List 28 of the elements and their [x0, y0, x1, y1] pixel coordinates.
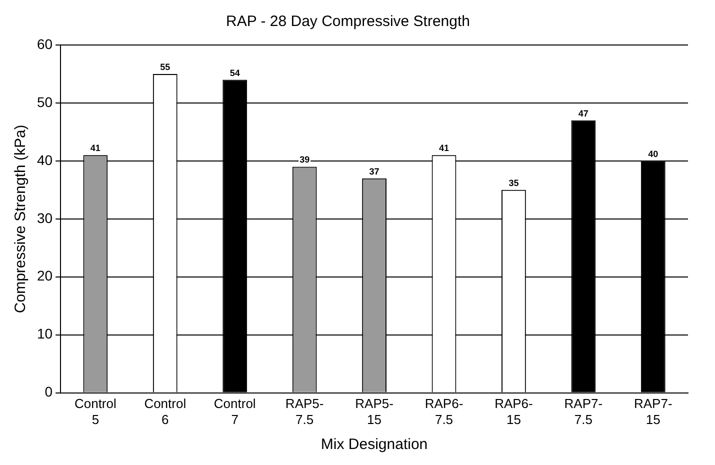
x-tick-label: Control 5: [74, 396, 116, 427]
x-tick-label: Control 7: [214, 396, 256, 427]
y-tick-label: 50: [36, 94, 53, 110]
x-axis-title: Mix Designation: [320, 436, 428, 454]
x-tick-label: RAP5-15: [355, 396, 394, 427]
x-tick-label: RAP7-15: [634, 396, 672, 427]
chart-title: RAP - 28 Day Compressive Strength: [226, 13, 470, 30]
data-label: 41: [438, 143, 450, 154]
x-tick-label: RAP7-7.5: [564, 396, 603, 427]
x-tick-label: Control 6: [144, 396, 186, 427]
y-tick-label: 40: [36, 152, 53, 168]
data-label: 39: [300, 154, 310, 165]
y-tick-label: 60: [36, 36, 53, 52]
x-tick-label: RAP5-7.5: [285, 396, 324, 427]
x-tick-label: RAP6-7.5: [424, 396, 464, 427]
data-label: 55: [160, 62, 170, 72]
y-tick-label: 0: [44, 384, 53, 400]
y-tick-label: 30: [36, 210, 53, 226]
data-label: 35: [508, 178, 519, 188]
x-tick-label: RAP6-15: [494, 396, 533, 427]
y-tick-label: 20: [36, 268, 53, 284]
y-tick-label: 10: [36, 326, 53, 342]
data-label: 37: [369, 166, 380, 176]
data-label: 54: [230, 68, 240, 78]
y-axis-title: Compressive Strength (kPa): [12, 124, 30, 314]
data-label: 40: [648, 148, 658, 159]
data-label: 41: [90, 143, 100, 154]
data-label: 47: [578, 108, 588, 118]
